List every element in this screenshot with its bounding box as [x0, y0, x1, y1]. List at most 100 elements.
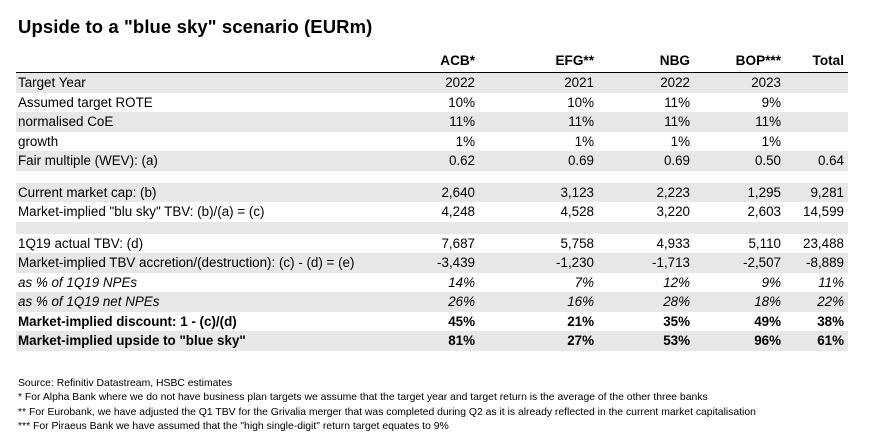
table-row: Target Year 2022 2021 2022 2023: [16, 73, 848, 93]
cell-total: 11%: [818, 274, 844, 290]
cell-acb: 2,640: [441, 184, 475, 200]
cell-acb: 26%: [448, 294, 475, 309]
cell-nbg: -1,713: [652, 255, 690, 270]
row-label: Current market cap: (b): [18, 184, 157, 200]
cell-efg: 11%: [568, 114, 594, 129]
cell-efg: 2021: [564, 75, 594, 90]
spacer-row: [16, 221, 848, 234]
table-row: as % of 1Q19 net NPEs 26% 16% 28% 18% 22%: [16, 292, 848, 312]
row-label: normalised CoE: [18, 114, 114, 129]
cell-acb: 10%: [448, 94, 475, 110]
row-label: growth: [18, 133, 59, 149]
row-label: Market-implied "blu sky" TBV: (b)/(a) = …: [18, 204, 265, 219]
cell-efg: -1,230: [556, 255, 594, 270]
cell-acb: 7,687: [441, 235, 475, 251]
column-header-total: Total: [812, 53, 844, 68]
cell-nbg: 11%: [664, 94, 690, 110]
cell-efg: 4,528: [560, 204, 594, 219]
table-row: 1Q19 actual TBV: (d) 7,687 5,758 4,933 5,110…: [16, 234, 848, 254]
cell-acb: 14%: [448, 274, 475, 290]
footnote-acb: * For Alpha Bank where we do not have bu…: [18, 392, 708, 404]
cell-bop: -2,507: [743, 255, 781, 270]
spacer-row: [16, 171, 848, 183]
cell-bop: 96%: [754, 333, 781, 348]
cell-total: 9,281: [810, 184, 844, 200]
cell-acb: 2022: [445, 75, 475, 90]
cell-total: 38%: [817, 313, 844, 329]
table-row: Fair multiple (WEV): (a) 0.62 0.69 0.69 0.50…: [16, 151, 848, 171]
cell-nbg: 12%: [663, 274, 690, 290]
cell-total: 61%: [817, 333, 844, 348]
table-row: Current market cap: (b) 2,640 3,123 2,223 1,…: [16, 182, 848, 202]
row-label: Assumed target ROTE: [18, 94, 153, 110]
row-label: Target Year: [18, 75, 86, 90]
cell-efg: 21%: [567, 313, 594, 329]
table-row: Market-implied upside to "blue sky" 81% 27…: [16, 331, 848, 351]
cell-nbg: 11%: [664, 114, 690, 129]
row-label: as % of 1Q19 NPEs: [18, 274, 138, 290]
column-header-acb: ACB*: [440, 53, 475, 68]
table-row: as % of 1Q19 NPEs 14% 7% 12% 9% 11%: [16, 273, 848, 293]
column-header-nbg: NBG: [659, 53, 690, 68]
cell-nbg: 2022: [660, 75, 690, 90]
cell-nbg: 2,223: [656, 184, 690, 200]
cell-total: -8,889: [806, 255, 844, 270]
cell-bop: 5,110: [748, 235, 781, 251]
table-row: Market-implied discount: 1 - (c)/(d) 45% 2…: [16, 312, 848, 332]
cell-efg: 27%: [567, 333, 594, 348]
cell-bop: 0.50: [754, 153, 781, 168]
cell-efg: 10%: [567, 94, 594, 110]
footnotes: Source: Refinitiv Datastream, HSBC estim…: [18, 377, 756, 434]
cell-efg: 1%: [574, 133, 594, 149]
cell-bop: 49%: [754, 313, 781, 329]
footnote-efg: ** For Eurobank, we have adjusted the Q1…: [18, 406, 756, 418]
cell-total: 22%: [817, 294, 844, 309]
table-row: Market-implied "blu sky" TBV: (b)/(a) = …: [16, 202, 848, 222]
cell-acb: -3,439: [437, 255, 475, 270]
cell-nbg: 3,220: [656, 204, 690, 219]
cell-acb: 45%: [448, 313, 475, 329]
cell-nbg: 1%: [670, 133, 690, 149]
table-header-row: ACB* EFG** NBG BOP*** Total: [16, 50, 848, 73]
cell-efg: 3,123: [560, 184, 594, 200]
cell-bop: 2,603: [747, 204, 781, 219]
table-body: Target Year 2022 2021 2022 2023 Assumed targe…: [16, 73, 848, 351]
cell-efg: 16%: [567, 294, 594, 309]
source-note: Source: Refinitiv Datastream, HSBC estim…: [18, 378, 233, 389]
column-header-efg: EFG**: [555, 53, 594, 68]
cell-bop: 2023: [751, 75, 781, 90]
row-label: Market-implied upside to "blue sky": [18, 333, 246, 348]
cell-bop: 9%: [761, 274, 781, 290]
cell-bop: 18%: [754, 294, 781, 309]
cell-total: 23,488: [803, 235, 844, 251]
cell-total: 0.64: [817, 153, 844, 168]
cell-bop: 9%: [761, 94, 781, 110]
page-title: Upside to a "blue sky" scenario (EURm): [18, 16, 373, 37]
cell-acb: 1%: [455, 133, 475, 149]
table-row: Market-implied TBV accretion/(destructio…: [16, 253, 848, 273]
row-label: Fair multiple (WEV): (a): [18, 153, 158, 168]
cell-acb: 0.62: [448, 153, 475, 168]
row-label: Market-implied discount: 1 - (c)/(d): [18, 313, 237, 329]
cell-acb: 11%: [449, 114, 475, 129]
cell-total: 14,599: [803, 204, 844, 219]
scenario-table: ACB* EFG** NBG BOP*** Total Target Year 2…: [16, 50, 848, 351]
column-header-bop: BOP***: [735, 53, 781, 68]
cell-nbg: 28%: [663, 294, 690, 309]
cell-bop: 1,295: [747, 184, 781, 200]
row-label: 1Q19 actual TBV: (d): [18, 235, 144, 251]
row-label: as % of 1Q19 net NPEs: [18, 294, 160, 309]
cell-acb: 4,248: [441, 204, 475, 219]
cell-nbg: 53%: [663, 333, 690, 348]
row-label: Market-implied TBV accretion/(destructio…: [18, 255, 355, 270]
cell-bop: 1%: [761, 133, 781, 149]
table-row: normalised CoE 11% 11% 11% 11%: [16, 112, 848, 132]
cell-nbg: 0.69: [663, 153, 690, 168]
cell-nbg: 4,933: [656, 235, 690, 251]
cell-efg: 5,758: [560, 235, 594, 251]
cell-nbg: 35%: [663, 313, 690, 329]
cell-efg: 7%: [574, 274, 594, 290]
table-row: Assumed target ROTE 10% 10% 11% 9%: [16, 93, 848, 113]
cell-acb: 81%: [448, 333, 475, 348]
cell-efg: 0.69: [567, 153, 594, 168]
